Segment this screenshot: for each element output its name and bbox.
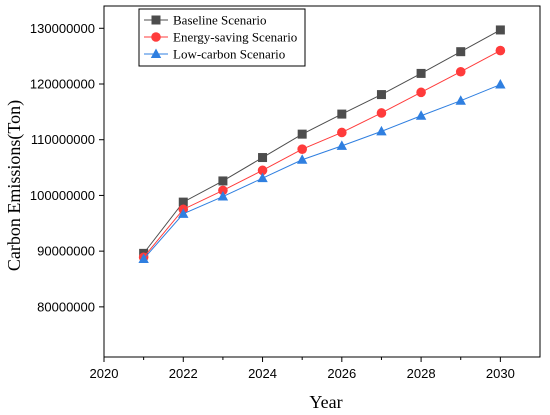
- legend-label: Baseline Scenario: [173, 13, 267, 28]
- legend-label: Energy-saving Scenario: [173, 30, 297, 45]
- x-tick-label: 2026: [327, 366, 356, 381]
- plot-area-frame: [103, 5, 541, 358]
- y-tick-label: 80000000: [37, 299, 95, 314]
- data-point: [218, 185, 228, 196]
- data-point: [416, 68, 426, 78]
- data-point: [495, 45, 506, 56]
- legend-label: Low-carbon Scenario: [173, 47, 285, 62]
- series-2: [138, 45, 506, 263]
- data-point: [258, 153, 268, 163]
- series-3: [138, 79, 506, 263]
- data-point: [297, 144, 307, 154]
- series-line: [143, 84, 501, 260]
- series-layer: [138, 25, 506, 263]
- data-point: [495, 79, 506, 89]
- data-point: [337, 127, 347, 138]
- data-point: [455, 95, 466, 105]
- series-line: [143, 29, 501, 254]
- y-tick-label: 110000000: [31, 132, 95, 147]
- series-line: [143, 50, 501, 258]
- data-point: [376, 125, 387, 136]
- y-axis-ticks: 80000000 90000000 100000000 110000000 120000…: [30, 21, 104, 314]
- x-tick-label: 2024: [248, 366, 277, 381]
- data-point: [416, 87, 426, 98]
- legend-marker: [150, 48, 162, 58]
- legend-marker: [151, 15, 161, 25]
- x-axis-title: Year: [309, 392, 342, 412]
- data-point: [217, 191, 229, 201]
- x-tick-label: 2022: [169, 366, 198, 381]
- data-point: [178, 208, 189, 218]
- data-point: [296, 154, 308, 164]
- data-point: [297, 129, 307, 139]
- data-point: [337, 109, 347, 119]
- x-axis-ticks: 2020 2022 2024 2026 2028 2030: [90, 357, 515, 381]
- data-point: [455, 66, 466, 77]
- legend: Baseline Scenario Energy-saving Scenario L…: [138, 8, 306, 67]
- data-point: [138, 253, 149, 263]
- data-point: [376, 90, 386, 100]
- data-point: [415, 110, 427, 120]
- legend-marker: [151, 32, 161, 42]
- y-tick-label: 120000000: [30, 77, 95, 92]
- data-point: [257, 165, 268, 176]
- y-tick-label: 100000000: [30, 188, 95, 203]
- y-tick-label: 130000000: [30, 21, 95, 36]
- data-point: [495, 25, 505, 35]
- x-tick-label: 2020: [90, 366, 119, 381]
- data-point: [336, 140, 348, 150]
- data-point: [456, 47, 466, 57]
- data-point: [218, 176, 228, 186]
- data-point: [257, 172, 268, 183]
- y-tick-label: 90000000: [37, 244, 95, 259]
- data-point: [376, 108, 387, 118]
- x-tick-label: 2028: [407, 366, 436, 381]
- y-axis-title: Carbon Emissions(Ton): [4, 100, 25, 271]
- data-point: [178, 197, 188, 207]
- x-tick-label: 2030: [486, 366, 515, 381]
